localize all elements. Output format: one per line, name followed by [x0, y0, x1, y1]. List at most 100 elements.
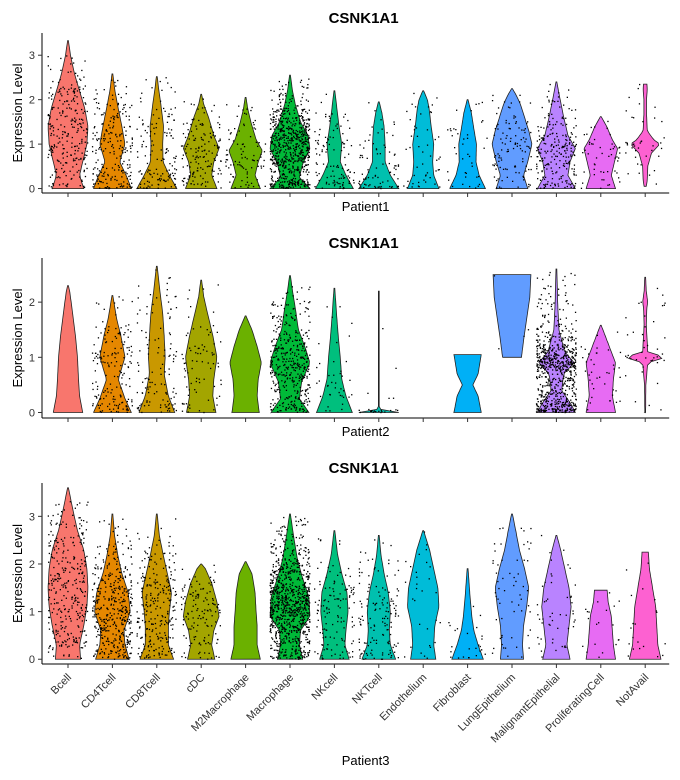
data-point	[131, 186, 133, 188]
data-point	[124, 600, 126, 602]
data-point	[295, 314, 297, 317]
data-point	[352, 179, 355, 181]
data-point	[538, 298, 540, 300]
data-point	[541, 170, 543, 172]
data-point	[121, 150, 123, 152]
data-point	[308, 148, 310, 150]
data-point	[119, 135, 121, 137]
data-point	[131, 405, 133, 407]
data-point	[160, 149, 162, 151]
data-point	[72, 584, 74, 586]
data-point	[208, 150, 210, 152]
data-point	[341, 403, 344, 405]
data-point	[110, 179, 112, 181]
data-point	[68, 655, 70, 657]
data-point	[360, 186, 362, 188]
data-point	[53, 549, 56, 551]
data-point	[182, 180, 185, 183]
data-point	[162, 648, 165, 650]
data-point	[555, 366, 558, 368]
points-CD8Tcell	[136, 518, 177, 659]
data-point	[208, 334, 210, 336]
data-point	[57, 630, 59, 632]
data-point	[164, 180, 166, 183]
data-point	[272, 126, 274, 128]
data-point	[50, 134, 52, 137]
data-point	[96, 621, 98, 623]
data-point	[297, 398, 299, 400]
data-point	[413, 129, 416, 131]
data-point	[280, 117, 282, 119]
data-point	[193, 139, 195, 141]
data-point	[64, 567, 66, 569]
data-point	[564, 325, 567, 327]
data-point	[541, 350, 543, 352]
data-point	[542, 138, 544, 140]
data-point	[551, 373, 554, 375]
data-point	[71, 123, 73, 125]
data-point	[96, 587, 98, 590]
data-point	[271, 361, 273, 364]
data-point	[201, 150, 203, 152]
data-point	[196, 170, 198, 172]
data-point	[271, 141, 273, 144]
data-point	[130, 362, 132, 364]
data-point	[295, 129, 297, 132]
data-point	[214, 135, 216, 137]
data-point	[114, 404, 116, 406]
data-point	[540, 294, 543, 296]
data-point	[654, 117, 656, 119]
data-point	[126, 643, 128, 645]
data-point	[600, 171, 602, 173]
data-point	[47, 65, 49, 67]
data-point	[302, 370, 304, 372]
data-point	[349, 127, 351, 129]
data-point	[77, 612, 79, 615]
data-point	[275, 121, 277, 123]
data-point	[273, 315, 275, 317]
data-point	[274, 384, 276, 387]
data-point	[56, 159, 59, 161]
data-point	[566, 380, 569, 382]
data-point	[563, 403, 566, 406]
data-point	[166, 580, 168, 582]
data-point	[169, 317, 171, 320]
data-point	[57, 541, 59, 544]
points-NKTcell	[358, 328, 399, 414]
data-point	[293, 109, 295, 111]
data-point	[465, 172, 467, 174]
data-point	[129, 178, 131, 180]
data-point	[296, 117, 298, 119]
data-point	[63, 595, 65, 597]
data-point	[262, 165, 265, 167]
data-point	[136, 611, 138, 613]
data-point	[284, 113, 286, 115]
data-point	[556, 395, 558, 397]
data-point	[229, 181, 231, 183]
data-point	[60, 628, 62, 630]
data-point	[664, 337, 666, 339]
data-point	[290, 170, 292, 172]
data-point	[70, 71, 72, 73]
data-point	[157, 337, 160, 340]
data-point	[388, 162, 390, 165]
data-point	[79, 78, 81, 80]
data-point	[560, 409, 562, 411]
data-point	[328, 115, 330, 117]
data-point	[550, 161, 552, 163]
data-point	[128, 641, 130, 643]
data-point	[660, 147, 663, 150]
data-point	[278, 119, 280, 122]
data-point	[284, 364, 286, 366]
data-point	[575, 348, 577, 350]
data-point	[124, 588, 126, 590]
data-point	[127, 366, 129, 368]
data-point	[240, 185, 242, 188]
data-point	[120, 364, 122, 367]
y-tick-label: 2	[29, 95, 35, 107]
data-point	[566, 398, 568, 400]
data-point	[84, 154, 86, 156]
data-point	[139, 567, 141, 569]
data-point	[571, 384, 574, 386]
data-point	[573, 358, 576, 360]
